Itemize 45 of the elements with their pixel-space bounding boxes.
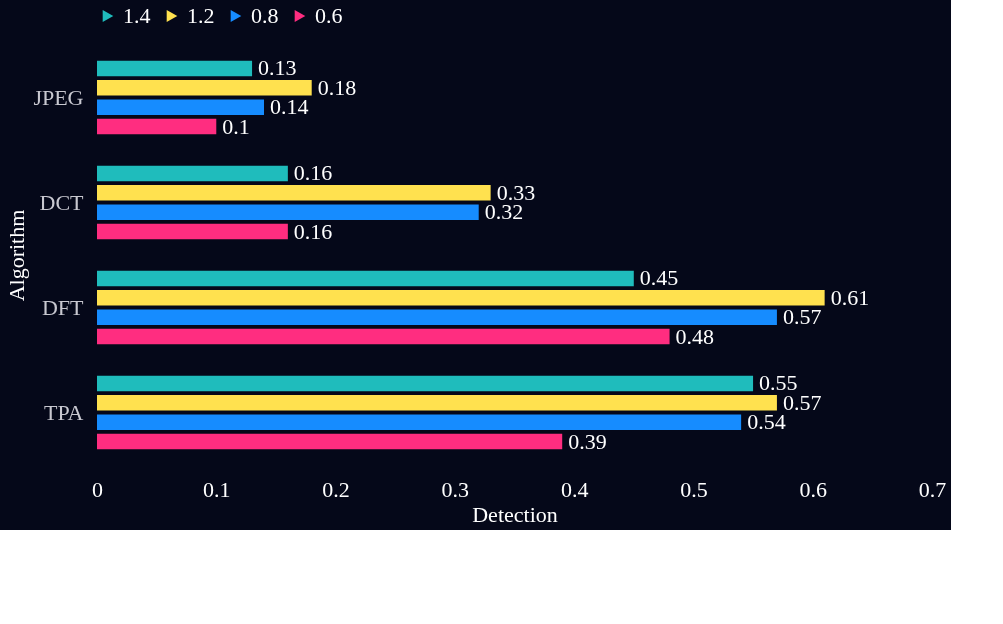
bar <box>97 60 253 77</box>
bar <box>97 395 777 411</box>
y-tick-label: DFT <box>41 294 85 320</box>
data-label: 0.16 <box>293 218 333 244</box>
x-tick-label: 0.2 <box>322 476 350 502</box>
data-label: 0.45 <box>639 265 679 291</box>
x-tick-label: 0.4 <box>560 476 589 502</box>
bar <box>97 99 264 115</box>
x-tick-label: 0 <box>92 476 103 502</box>
bar <box>97 290 825 306</box>
x-tick-label: 0.6 <box>799 476 827 502</box>
x-tick-label: 0.7 <box>918 476 947 502</box>
bar <box>97 118 217 135</box>
data-label: 0.14 <box>270 94 309 120</box>
y-tick-label: DCT <box>39 189 85 215</box>
data-label: 0.13 <box>258 55 297 81</box>
bar <box>97 270 634 287</box>
x-tick-label: 0.1 <box>203 476 231 502</box>
legend-label: 1.4 <box>123 3 151 28</box>
bar <box>97 309 777 325</box>
legend-label: 1.2 <box>187 3 215 28</box>
y-tick-label: JPEG <box>33 84 84 110</box>
bar <box>97 223 288 240</box>
legend-label: 0.6 <box>315 3 343 28</box>
bar <box>97 375 754 392</box>
bar <box>97 165 288 182</box>
y-tick-label: TPA <box>43 399 84 425</box>
x-tick-label: 0.3 <box>441 476 470 502</box>
bar <box>97 414 742 430</box>
data-label: 0.57 <box>782 304 822 330</box>
data-label: 0.16 <box>293 160 333 186</box>
data-label: 0.1 <box>222 113 250 139</box>
bar <box>97 185 491 201</box>
bar <box>97 433 563 450</box>
bar <box>97 328 670 345</box>
data-label: 0.18 <box>317 74 357 100</box>
x-axis-title: Detection <box>472 501 558 527</box>
data-label: 0.39 <box>568 428 607 454</box>
legend-label: 0.8 <box>251 3 279 28</box>
bar <box>97 204 479 220</box>
x-tick-label: 0.5 <box>680 476 708 502</box>
data-label: 0.48 <box>675 323 715 349</box>
data-label: 0.61 <box>830 284 870 310</box>
y-axis-title: Algorithm <box>4 209 30 302</box>
bar <box>97 80 312 96</box>
